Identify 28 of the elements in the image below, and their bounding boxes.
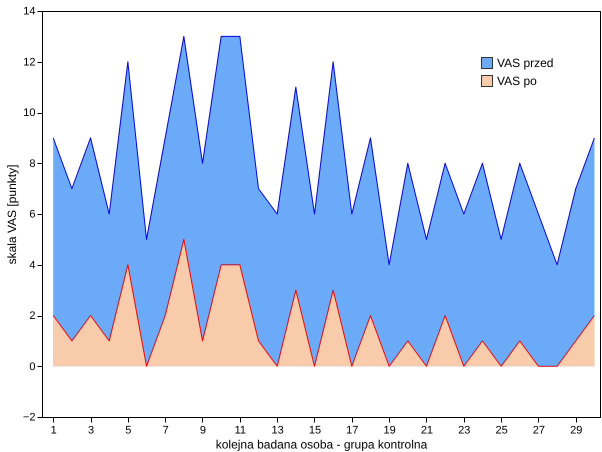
legend-label: VAS po — [497, 74, 538, 88]
y-tick-label: 2 — [29, 310, 36, 322]
x-axis-title: kolejna badana osoba - grupa kontrolna — [216, 438, 428, 452]
x-tick-label: 1 — [50, 424, 57, 436]
y-tick-label: 4 — [29, 259, 36, 272]
x-tick-label: 13 — [272, 424, 284, 436]
x-tick-label: 25 — [495, 424, 508, 436]
y-tick-label: 12 — [23, 56, 36, 68]
y-tick-label: 14 — [23, 6, 36, 18]
y-tick-label: 10 — [23, 107, 36, 119]
x-tick-label: 17 — [346, 424, 358, 436]
x-tick-label: 7 — [162, 424, 169, 436]
x-tick-label: 19 — [383, 424, 396, 436]
x-tick-label: 5 — [125, 424, 132, 436]
x-tick-label: 3 — [88, 424, 94, 436]
x-tick-label: 11 — [234, 424, 246, 436]
x-tick-label: 9 — [200, 424, 206, 436]
x-tick-label: 21 — [420, 424, 434, 436]
x-tick-label: 23 — [458, 424, 470, 436]
y-tick-label: 8 — [29, 158, 36, 170]
y-tick-label: −2 — [22, 412, 36, 424]
y-tick-label: 6 — [29, 208, 36, 220]
x-tick-label: 27 — [532, 424, 546, 436]
y-tick-label: 0 — [29, 360, 36, 373]
x-tick-label: 15 — [308, 424, 322, 436]
legend-label: VAS przed — [497, 56, 554, 70]
x-tick-label: 29 — [570, 424, 582, 436]
y-axis-title: skala VAS [punkty] — [4, 164, 19, 264]
